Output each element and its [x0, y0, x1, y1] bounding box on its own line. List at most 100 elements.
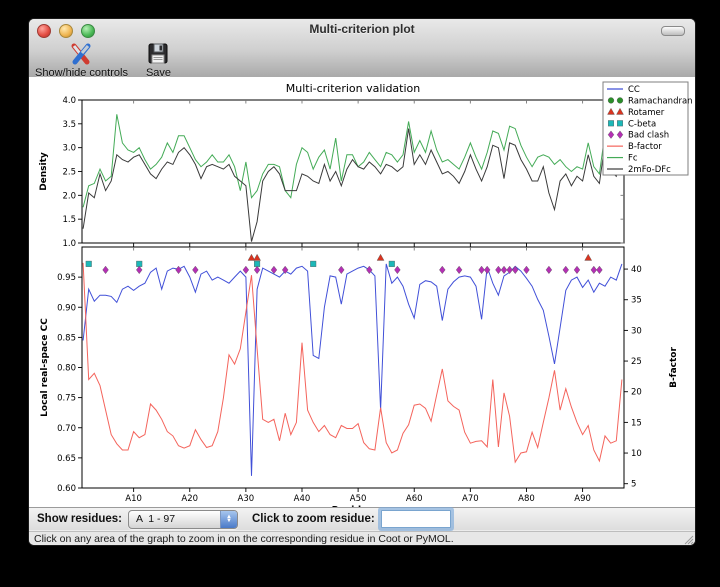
legend-Ramachandran-marker [607, 97, 615, 104]
save-button[interactable]: Save [146, 41, 171, 79]
plot-figure: A10 A20 A30 A40 A50 A60 A70 A80 A90 1.0 1.5 2.0 2.5 3… [29, 77, 695, 516]
density-tick-label: 1.0 [62, 239, 76, 249]
resize-grip[interactable] [682, 533, 694, 545]
legend-box [602, 81, 689, 176]
density-tick-label: 2.5 [62, 168, 76, 178]
multi-criterion-chart: A10 A20 A30 A40 A50 A60 A70 A80 A90 1.0 1.5 2.0 2.5 3… [39, 81, 693, 516]
x-tick-label: A70 [462, 494, 479, 504]
toolbar-toggle-button[interactable] [661, 26, 685, 36]
cc-tick-label: 0.95 [57, 273, 76, 283]
bad-clash-marker [175, 265, 182, 275]
legend-label: Bad clash [628, 131, 669, 141]
minimize-button[interactable] [59, 24, 73, 38]
bad-clash-marker [102, 265, 109, 275]
bad-clash-marker [506, 265, 513, 275]
legend-Rotamer-marker [607, 107, 615, 115]
legend-Rotamer-marker [616, 107, 624, 115]
bfactor-tick-label: 40 [631, 265, 642, 275]
series-B-factor [82, 262, 623, 464]
cc-tick-label: 0.70 [57, 424, 76, 434]
window-title: Multi-criterion plot [309, 22, 415, 36]
bottom-plot-area[interactable] [82, 247, 624, 488]
density-tick-label: 3.5 [62, 120, 76, 130]
title-bar[interactable]: Multi-criterion plot [29, 19, 695, 41]
bad-clash-marker [338, 265, 345, 275]
c-beta-marker [388, 260, 395, 267]
x-tick-label: A40 [294, 494, 311, 504]
legend-label: CC [628, 85, 640, 95]
bad-clash-marker [512, 265, 519, 275]
bad-clash-marker [484, 265, 491, 275]
bad-clash-marker [192, 265, 199, 275]
legend [602, 81, 689, 176]
toolbar-button-label: Show/hide controls [35, 67, 128, 79]
rotamer-marker [253, 253, 261, 261]
floppy-disk-icon [148, 43, 168, 64]
window: Multi-criterion plot Show/hide controls [28, 18, 696, 546]
series-CC [82, 263, 623, 476]
top-plot-area[interactable] [82, 100, 624, 243]
zoom-residue-label: Click to zoom residue: [252, 513, 375, 525]
bfactor-tick-label: 30 [631, 326, 642, 336]
control-bar: Show residues: A 1 - 97 ▲ ▼ Click to zoom… [29, 507, 695, 530]
bad-clash-marker [136, 265, 143, 275]
outlier-row-c-beta [85, 260, 395, 267]
bad-clash-marker [270, 265, 278, 275]
density-tick-label: 4.0 [62, 96, 76, 106]
cc-tick-label: 0.60 [57, 484, 76, 494]
cc-tick-label: 0.90 [57, 303, 76, 313]
bfactor-tick-label: 20 [631, 388, 642, 398]
x-tick-label: A30 [238, 494, 255, 504]
chart-title: Multi-criterion validation [286, 82, 421, 95]
bad-clash-marker [562, 265, 569, 275]
series-Fc [82, 114, 623, 208]
close-button[interactable] [37, 24, 51, 38]
outlier-row-rotamer [247, 253, 593, 261]
bad-clash-marker [242, 265, 250, 275]
window-chrome: Multi-criterion plot Show/hide controls [29, 19, 695, 79]
legend-label: Rotamer [628, 108, 665, 118]
rotamer-marker [247, 253, 256, 261]
toolbar-button-label: Save [145, 67, 172, 79]
legend-label: B-factor [628, 142, 662, 152]
bfactor-tick-label: 25 [631, 357, 642, 367]
cc-axis-label: Local real-space CC [40, 318, 50, 417]
show-residues-value: A 1 - 97 [136, 512, 176, 525]
bad-clash-marker [478, 265, 485, 275]
cc-tick-label: 0.65 [57, 454, 76, 464]
bad-clash-marker [590, 265, 597, 275]
bfactor-tick-label: 5 [631, 480, 636, 490]
legend-label: Fc [628, 154, 638, 164]
popup-stepper-icon: ▲ ▼ [220, 510, 237, 528]
show-residues-select[interactable]: A 1 - 97 ▲ ▼ [128, 509, 238, 529]
x-tick-label: A20 [181, 494, 198, 504]
rotamer-marker [584, 253, 593, 261]
tools-icon [71, 43, 91, 65]
rotamer-marker [376, 253, 385, 261]
bad-clash-marker [253, 265, 261, 275]
status-bar: Click on any area of the graph to zoom i… [29, 531, 695, 545]
x-tick-label: A50 [350, 494, 367, 504]
legend-label: C-beta [628, 119, 656, 129]
x-tick-label: A90 [574, 494, 591, 504]
bad-clash-marker [573, 265, 581, 275]
cc-tick-label: 0.75 [57, 394, 76, 404]
show-hide-controls-button[interactable]: Show/hide controls [35, 41, 128, 79]
cc-tick-label: 0.80 [57, 364, 76, 374]
show-residues-label: Show residues: [37, 513, 122, 525]
bad-clash-marker [500, 265, 508, 275]
bad-clash-marker [495, 265, 502, 275]
toolbar: Show/hide controls Save [35, 41, 171, 79]
bad-clash-marker [455, 265, 463, 275]
bfactor-tick-label: 15 [631, 418, 642, 428]
bfactor-tick-label: 35 [631, 296, 642, 306]
bfactor-axis-label: B-factor [669, 347, 679, 388]
bad-clash-marker [282, 265, 289, 275]
legend-Bad clash-marker [616, 130, 624, 139]
legend-label: 2mFo-DFc [628, 165, 671, 175]
zoom-window-button[interactable] [81, 24, 95, 38]
zoom-residue-input[interactable] [380, 510, 451, 528]
density-tick-label: 1.5 [62, 215, 76, 225]
cc-tick-label: 0.85 [57, 333, 76, 343]
